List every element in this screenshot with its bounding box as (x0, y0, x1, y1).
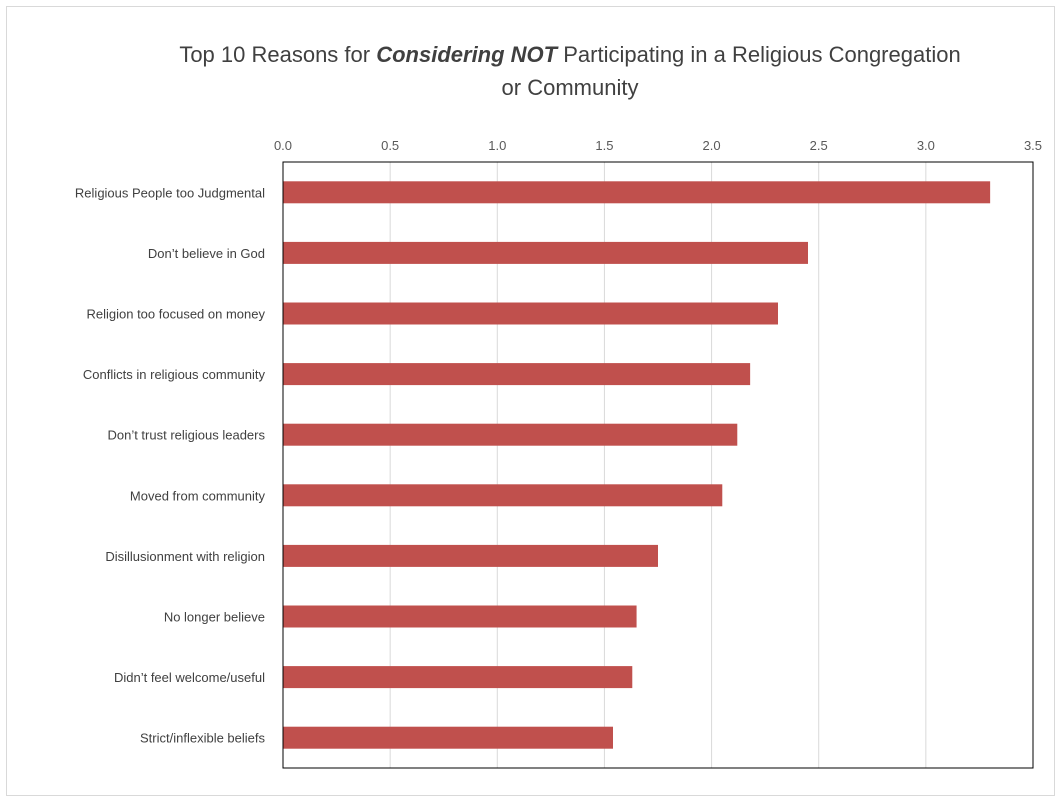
x-tick-label: 2.0 (703, 138, 721, 153)
category-label: Don’t believe in God (148, 246, 265, 261)
category-label: No longer believe (164, 610, 265, 625)
x-tick-label: 0.0 (274, 138, 292, 153)
bar (283, 181, 991, 204)
chart-title: Top 10 Reasons for Considering NOT Parti… (80, 38, 1060, 104)
x-tick-label: 3.5 (1024, 138, 1042, 153)
x-tick-label: 3.0 (917, 138, 935, 153)
title-suffix: Participating in a Religious Congregatio… (557, 42, 961, 67)
x-tick-label: 1.5 (595, 138, 613, 153)
category-label: Conflicts in religious community (83, 367, 266, 382)
category-label: Moved from community (130, 488, 266, 503)
bar (283, 241, 808, 264)
category-label: Don’t trust religious leaders (107, 428, 265, 443)
x-tick-label: 0.5 (381, 138, 399, 153)
category-label: Didn’t feel welcome/useful (114, 670, 265, 685)
bar (283, 544, 658, 567)
x-tick-label: 1.0 (488, 138, 506, 153)
bar (283, 484, 723, 507)
title-emphasis: Considering NOT (376, 42, 558, 67)
bar (283, 666, 633, 689)
title-line2: or Community (501, 75, 639, 100)
category-label: Religion too focused on money (86, 307, 265, 322)
x-tick-label: 2.5 (810, 138, 828, 153)
bar (283, 302, 778, 325)
category-label: Strict/inflexible beliefs (140, 731, 265, 746)
bar (283, 363, 751, 386)
bar (283, 726, 613, 749)
title-prefix: Top 10 Reasons for (179, 42, 377, 67)
bar (283, 423, 738, 446)
category-label: Religious People too Judgmental (75, 185, 265, 200)
plot-border (282, 161, 1034, 769)
category-label: Disillusionment with religion (105, 549, 265, 564)
bar (283, 605, 637, 628)
